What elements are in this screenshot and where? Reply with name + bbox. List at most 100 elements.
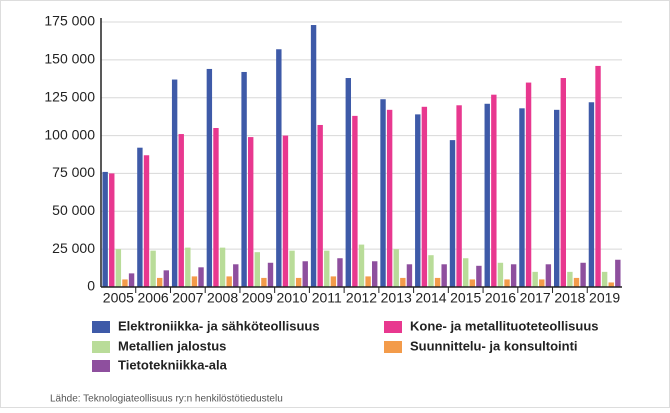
y-tick-label: 125 000 bbox=[44, 88, 95, 104]
bar bbox=[233, 264, 239, 287]
bar bbox=[497, 262, 504, 287]
bar bbox=[469, 279, 475, 287]
bar bbox=[241, 71, 247, 287]
bar bbox=[588, 102, 595, 287]
bar bbox=[510, 264, 517, 287]
bar bbox=[150, 250, 156, 287]
legend-label: Suunnittelu- ja konsultointi bbox=[410, 338, 578, 353]
bar bbox=[567, 271, 573, 287]
bar bbox=[601, 271, 608, 287]
bar bbox=[254, 252, 260, 287]
x-tick-label: 2007 bbox=[172, 290, 203, 306]
bar bbox=[456, 105, 462, 288]
bar bbox=[282, 135, 289, 287]
bar bbox=[289, 250, 295, 287]
bar bbox=[302, 261, 308, 287]
bar bbox=[393, 249, 399, 287]
bar bbox=[185, 247, 191, 287]
bar bbox=[137, 147, 143, 287]
bar bbox=[102, 171, 108, 287]
bar bbox=[463, 258, 469, 287]
bar bbox=[295, 277, 302, 287]
legend-swatch bbox=[92, 341, 110, 353]
bar bbox=[476, 265, 482, 287]
bar bbox=[608, 282, 614, 287]
bar bbox=[415, 114, 421, 287]
bar bbox=[380, 99, 386, 287]
bar bbox=[352, 115, 358, 287]
x-tick-label: 2013 bbox=[381, 290, 412, 306]
bar bbox=[330, 276, 337, 287]
legend-label: Kone- ja metallituoteteollisuus bbox=[410, 318, 599, 333]
bar bbox=[358, 244, 365, 287]
x-tick-label: 2017 bbox=[520, 290, 551, 306]
bar bbox=[400, 277, 406, 287]
legend-swatch bbox=[384, 341, 402, 353]
x-tick-label: 2016 bbox=[485, 290, 516, 306]
x-tick-label: 2006 bbox=[138, 290, 169, 306]
bar bbox=[248, 137, 254, 287]
bar bbox=[261, 277, 267, 287]
bar bbox=[226, 276, 232, 287]
bar bbox=[491, 94, 497, 287]
bar bbox=[276, 49, 282, 287]
bar bbox=[428, 255, 434, 287]
bar bbox=[206, 68, 213, 287]
bar bbox=[539, 279, 545, 287]
bar bbox=[532, 271, 538, 287]
bar bbox=[519, 108, 525, 287]
bar bbox=[365, 276, 371, 287]
y-tick-label: 75 000 bbox=[52, 164, 95, 180]
bar bbox=[163, 270, 169, 287]
bar bbox=[310, 25, 317, 288]
bar bbox=[386, 109, 393, 287]
bar bbox=[317, 124, 323, 287]
bar bbox=[128, 273, 135, 287]
y-tick-label: 50 000 bbox=[52, 202, 95, 218]
bar bbox=[267, 262, 274, 287]
bar bbox=[219, 247, 226, 287]
bar bbox=[198, 267, 204, 287]
bar bbox=[449, 140, 456, 287]
x-tick-label: 2019 bbox=[589, 290, 620, 306]
bar bbox=[560, 78, 566, 288]
bar bbox=[115, 249, 122, 287]
x-tick-label: 2008 bbox=[207, 290, 238, 306]
bar bbox=[434, 277, 441, 287]
legend-swatch bbox=[92, 360, 110, 372]
x-tick-label: 2005 bbox=[103, 290, 134, 306]
bar bbox=[525, 82, 532, 287]
bar bbox=[406, 264, 413, 287]
legend-swatch bbox=[384, 321, 402, 333]
y-tick-label: 100 000 bbox=[44, 126, 95, 142]
source-note: Lähde: Teknologiateollisuus ry:n henkilö… bbox=[50, 394, 283, 405]
bar bbox=[337, 258, 343, 287]
bar bbox=[504, 279, 510, 287]
x-tick-label: 2018 bbox=[554, 290, 585, 306]
bar bbox=[157, 277, 163, 287]
bar bbox=[191, 276, 198, 287]
legend-label: Metallien jalostus bbox=[118, 338, 226, 353]
y-tick-label: 175 000 bbox=[44, 13, 95, 29]
bar bbox=[421, 106, 428, 287]
x-tick-label: 2009 bbox=[242, 290, 273, 306]
bar bbox=[595, 65, 601, 288]
legend-label: Elektroniikka- ja sähköteollisuus bbox=[118, 318, 320, 333]
bar bbox=[554, 109, 560, 287]
bar bbox=[109, 173, 115, 287]
bar bbox=[615, 259, 621, 287]
bar bbox=[573, 277, 580, 287]
bar bbox=[580, 262, 586, 287]
bar bbox=[484, 103, 490, 288]
bar bbox=[324, 250, 330, 287]
bar bbox=[345, 78, 351, 288]
bar bbox=[372, 261, 378, 287]
y-tick-label: 150 000 bbox=[44, 51, 95, 67]
y-tick-label: 25 000 bbox=[52, 240, 95, 256]
bar bbox=[545, 264, 552, 287]
bar bbox=[143, 155, 150, 287]
x-tick-label: 2014 bbox=[415, 290, 446, 306]
y-tick-label: 0 bbox=[87, 278, 95, 294]
x-tick-label: 2010 bbox=[276, 290, 307, 306]
